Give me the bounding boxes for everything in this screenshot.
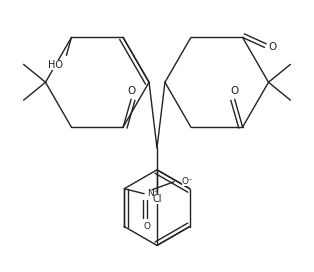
Text: Cl: Cl [152, 194, 162, 204]
Text: O: O [143, 222, 151, 231]
Text: O: O [230, 86, 239, 96]
Text: O⁻: O⁻ [182, 177, 194, 186]
Text: O: O [127, 86, 135, 96]
Text: N⁺: N⁺ [147, 189, 159, 198]
Text: O: O [268, 42, 277, 52]
Text: HO: HO [48, 60, 63, 70]
